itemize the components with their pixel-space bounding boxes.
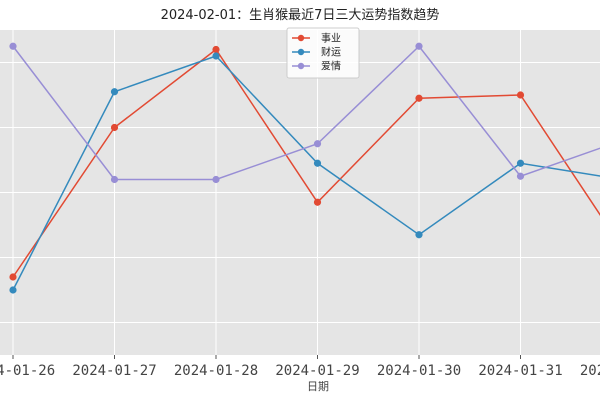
legend-marker	[297, 62, 305, 70]
x-tick-label: 2024-01-29	[275, 363, 359, 379]
x-axis-label: 日期	[307, 380, 329, 393]
x-tick-label: 2024-01-31	[478, 363, 562, 379]
chart-title: 2024-02-01：生肖猴最近7日三大运势指数趋势	[161, 7, 440, 23]
data-point	[212, 52, 220, 60]
data-point	[212, 175, 220, 184]
data-point	[516, 91, 525, 99]
data-point	[212, 45, 220, 54]
data-point	[415, 94, 423, 102]
data-point	[110, 123, 119, 132]
legend-marker	[297, 48, 305, 56]
data-point	[313, 140, 322, 148]
x-tick-label: 2024-02-01	[580, 363, 600, 379]
series-layer	[9, 42, 600, 294]
x-tick-label: 2024-01-27	[72, 363, 156, 379]
legend-label: 财运	[321, 46, 341, 59]
data-point	[110, 175, 119, 184]
x-tick-label: 2024-01-30	[377, 363, 461, 379]
x-tick-label: 2024-01-28	[174, 363, 258, 379]
data-point	[9, 42, 17, 50]
legend-label: 事业	[321, 32, 341, 45]
data-point	[415, 42, 423, 50]
x-tick-label: 2024-01-26	[0, 363, 55, 379]
legend-marker	[297, 34, 305, 42]
data-point	[313, 198, 322, 206]
data-point	[313, 159, 322, 167]
data-point	[110, 88, 119, 96]
data-point	[415, 231, 423, 239]
x-axis-ticks: 2024-01-26 2024-01-27 2024-01-28 2024-01-29…	[0, 355, 600, 379]
legend-label: 爱情	[321, 60, 341, 73]
data-point	[516, 172, 525, 180]
data-point	[9, 273, 17, 281]
data-point	[516, 159, 525, 167]
data-point	[9, 286, 17, 294]
